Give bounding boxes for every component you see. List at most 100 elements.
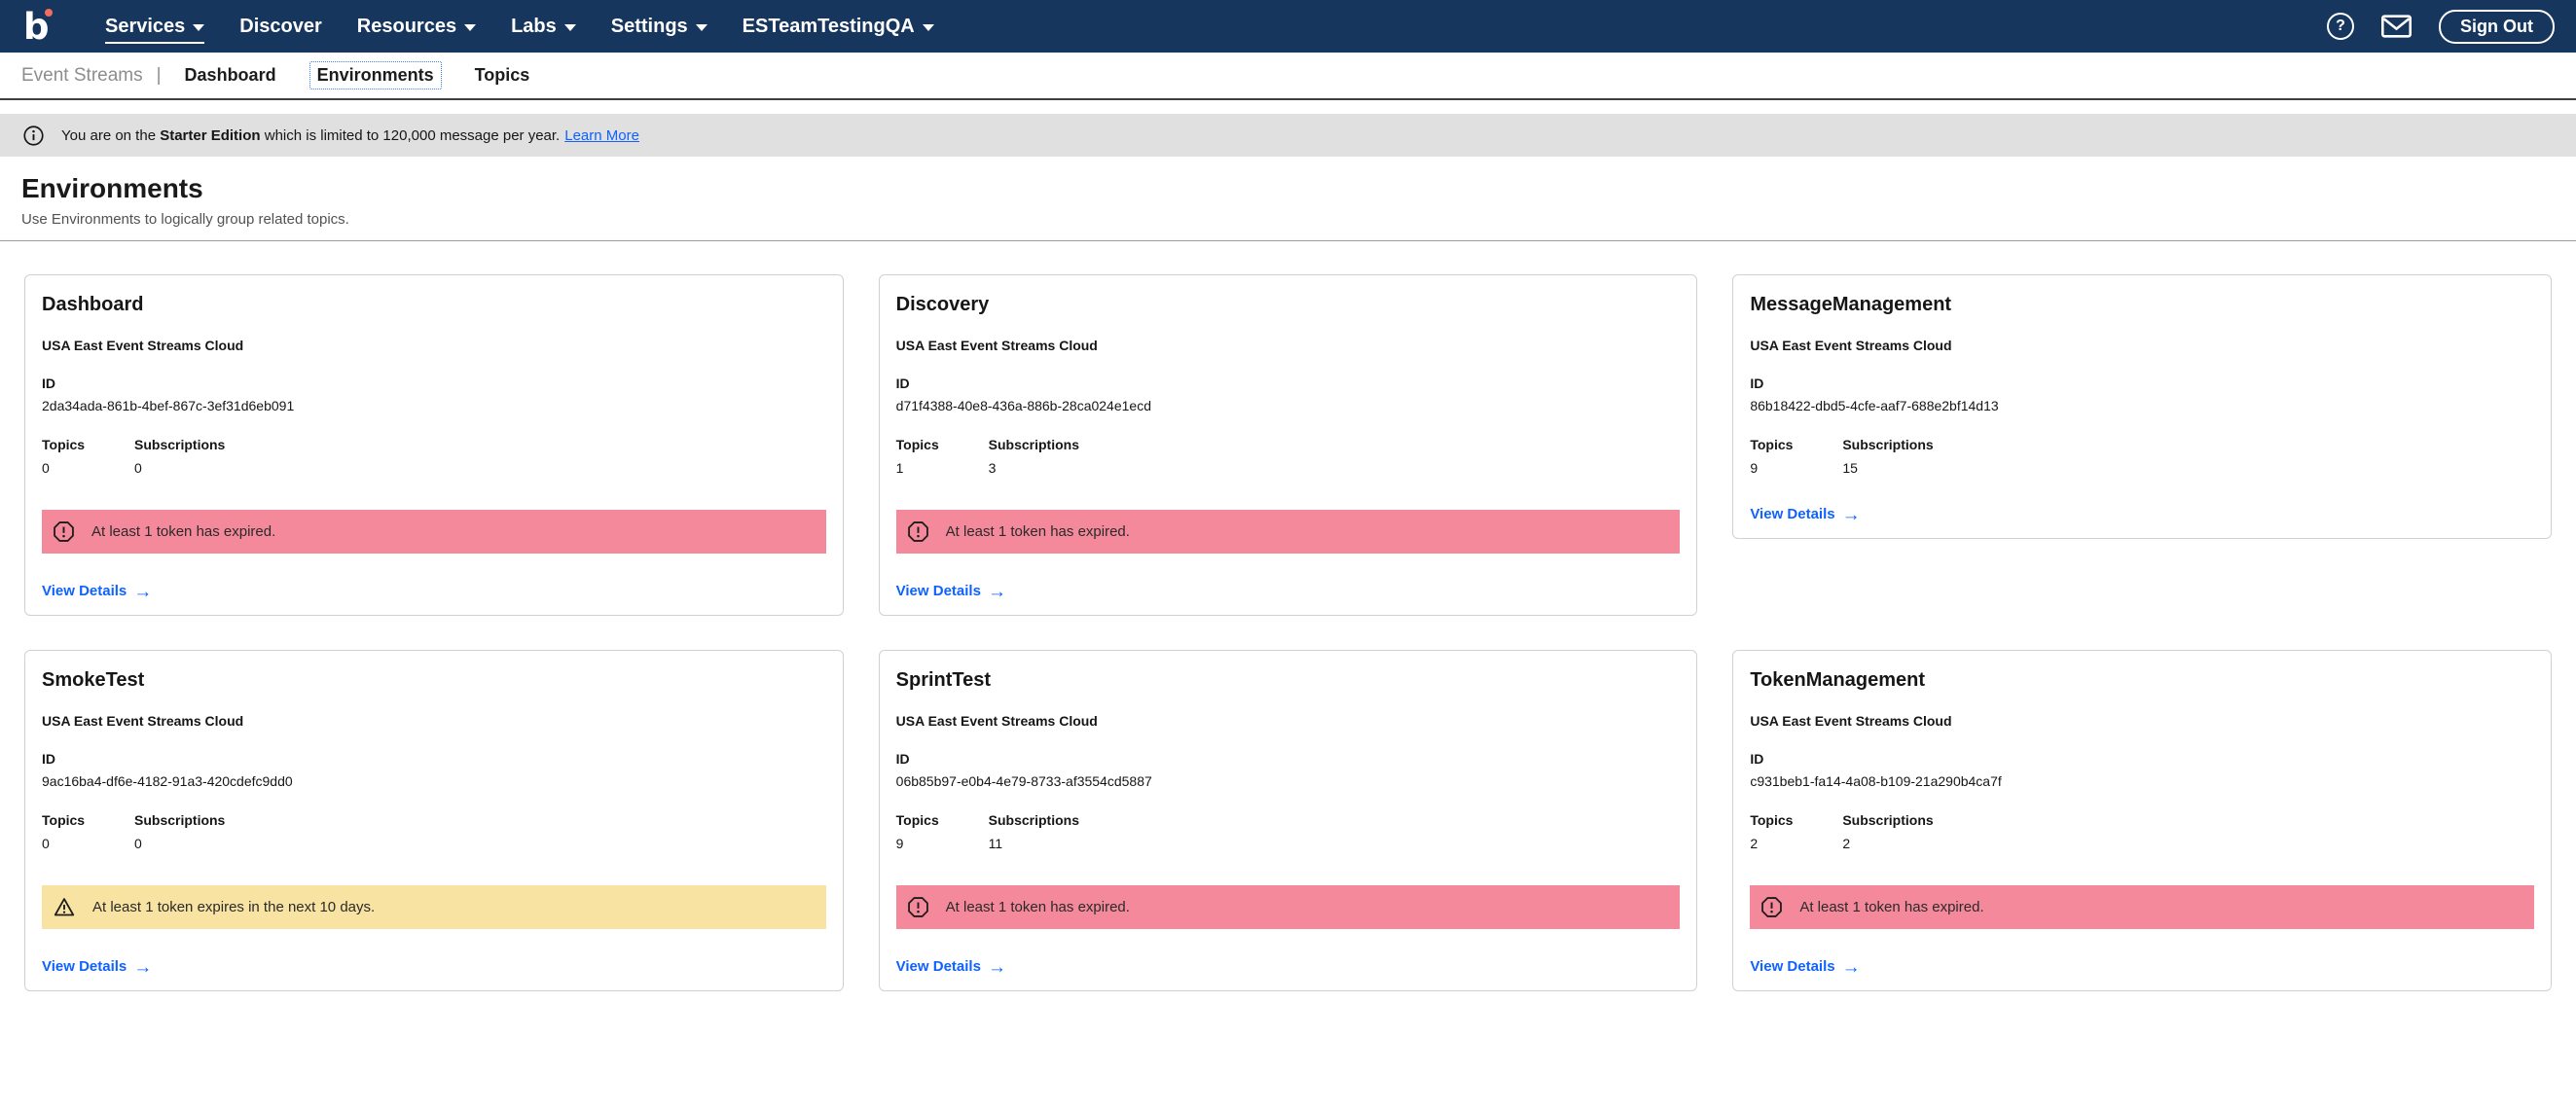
environments-grid: Dashboard USA East Event Streams Cloud I…: [0, 273, 2576, 991]
topics-label: Topics: [895, 812, 939, 829]
subscriptions-count: 15: [1842, 459, 1858, 476]
environment-name: Dashboard: [42, 293, 144, 315]
view-details-link[interactable]: View Details →: [42, 958, 152, 977]
page-title: Environments: [21, 173, 203, 203]
error-octagon-icon: [54, 520, 74, 542]
info-icon: [23, 125, 44, 146]
id-label: ID: [895, 375, 910, 391]
page-header: Environments Use Environments to logical…: [0, 157, 2576, 241]
nav-item-discover[interactable]: Discover: [239, 10, 322, 44]
environment-region: USA East Event Streams Cloud: [895, 337, 1098, 353]
notice-prefix: You are on the: [61, 126, 161, 144]
topics-count: 0: [42, 835, 50, 851]
notice-plan-name: Starter Edition: [160, 126, 261, 144]
id-label: ID: [42, 375, 55, 391]
metrics-row: Topics 0 Subscriptions 0: [42, 437, 826, 477]
topics-metric: Topics 1: [896, 437, 989, 477]
view-details-label: View Details: [42, 958, 127, 976]
subscriptions-count: 3: [988, 459, 997, 476]
subscriptions-count: 0: [134, 459, 142, 476]
arrow-right-icon: →: [133, 956, 153, 978]
subscriptions-metric: Subscriptions 11: [989, 812, 1079, 852]
topics-label: Topics: [42, 812, 86, 829]
subscriptions-metric: Subscriptions 3: [989, 437, 1079, 477]
mail-icon[interactable]: [2381, 15, 2412, 38]
error-octagon-icon: [1761, 896, 1783, 917]
environment-card-dashboard: Dashboard USA East Event Streams Cloud I…: [24, 273, 844, 616]
sign-out-button[interactable]: Sign Out: [2439, 9, 2555, 44]
view-details-link[interactable]: View Details →: [1750, 958, 1860, 977]
alert-text: At least 1 token expires in the next 10 …: [92, 898, 376, 915]
environment-name: SprintTest: [895, 668, 992, 691]
nav-item-resources[interactable]: Resources: [356, 10, 477, 44]
environment-card-discovery: Discovery USA East Event Streams Cloud I…: [878, 273, 1698, 616]
environment-name: Discovery: [895, 293, 990, 315]
subscriptions-count: 0: [134, 835, 142, 851]
topics-metric: Topics 0: [42, 812, 134, 852]
environment-region: USA East Event Streams Cloud: [895, 712, 1098, 729]
environment-card-tokenmanagement: TokenManagement USA East Event Streams C…: [1732, 649, 2552, 991]
view-details-link[interactable]: View Details →: [896, 958, 1006, 977]
caret-down-icon: [563, 23, 576, 31]
nav-item-label: Resources: [356, 15, 457, 37]
nav-item-settings[interactable]: Settings: [611, 10, 707, 44]
topics-count: 9: [1750, 459, 1759, 476]
id-value: 86b18422-dbd5-4cfe-aaf7-688e2bf14d13: [1750, 398, 1999, 414]
nav-item-label: Discover: [239, 15, 322, 37]
tab-topics[interactable]: Topics: [474, 65, 530, 85]
id-label: ID: [1750, 375, 1764, 391]
nav-item-account[interactable]: ESTeamTestingQA: [743, 10, 934, 44]
subscriptions-metric: Subscriptions 0: [134, 812, 225, 852]
subnav-separator: |: [156, 64, 162, 86]
topics-label: Topics: [42, 437, 86, 453]
view-details-link[interactable]: View Details →: [896, 583, 1006, 601]
topics-metric: Topics 9: [896, 812, 989, 852]
view-details-link[interactable]: View Details →: [42, 583, 152, 601]
caret-down-icon: [193, 23, 205, 31]
id-value: d71f4388-40e8-436a-886b-28ca024e1ecd: [895, 398, 1151, 414]
id-value: 2da34ada-861b-4bef-867c-3ef31d6eb091: [42, 398, 295, 414]
alert-text: At least 1 token has expired.: [945, 522, 1130, 540]
environment-region: USA East Event Streams Cloud: [1750, 337, 1952, 353]
learn-more-link[interactable]: Learn More: [564, 126, 639, 144]
view-details-link[interactable]: View Details →: [1750, 506, 1860, 524]
tab-dashboard[interactable]: Dashboard: [184, 65, 276, 85]
subscriptions-label: Subscriptions: [134, 812, 226, 829]
id-value: c931beb1-fa14-4a08-b109-21a290b4ca7f: [1750, 773, 2002, 790]
environment-card-sprinttest: SprintTest USA East Event Streams Cloud …: [878, 649, 1698, 991]
topics-label: Topics: [1750, 812, 1794, 829]
brand-logo[interactable]: b: [23, 8, 56, 45]
nav-item-label: Labs: [511, 15, 557, 37]
alert-text: At least 1 token has expired.: [91, 522, 276, 540]
caret-down-icon: [464, 23, 477, 31]
subscriptions-label: Subscriptions: [988, 812, 1080, 829]
arrow-right-icon: →: [987, 581, 1006, 602]
nav-item-labs[interactable]: Labs: [511, 10, 576, 44]
warning-triangle-icon: [54, 897, 75, 917]
help-icon[interactable]: ?: [2327, 13, 2354, 40]
id-label: ID: [42, 750, 55, 767]
id-label: ID: [1750, 750, 1764, 767]
nav-item-label: Settings: [610, 15, 688, 37]
top-navbar: b Services Discover Resources Labs Setti…: [0, 0, 2576, 53]
id-value: 9ac16ba4-df6e-4182-91a3-420cdefc9dd0: [42, 773, 293, 790]
topics-count: 0: [42, 459, 50, 476]
caret-down-icon: [695, 23, 707, 31]
help-icon-glyph: ?: [2327, 13, 2354, 40]
environment-region: USA East Event Streams Cloud: [1750, 712, 1952, 729]
alert-text: At least 1 token has expired.: [1799, 898, 1984, 915]
token-expired-alert: At least 1 token has expired.: [895, 509, 1681, 554]
subnav: Event Streams | Dashboard Environments T…: [0, 53, 2576, 100]
environment-card-smoketest: SmokeTest USA East Event Streams Cloud I…: [24, 649, 844, 991]
tab-environments[interactable]: Environments: [308, 61, 442, 90]
id-label: ID: [895, 750, 910, 767]
metrics-row: Topics 9 Subscriptions 11: [896, 812, 1681, 852]
brand-logo-dot-icon: [45, 8, 53, 17]
topics-count: 1: [895, 459, 904, 476]
error-octagon-icon: [907, 896, 928, 917]
topics-count: 9: [895, 835, 904, 851]
view-details-label: View Details: [895, 958, 981, 976]
arrow-right-icon: →: [1841, 504, 1861, 525]
nav-item-services[interactable]: Services: [105, 10, 205, 44]
topics-count: 2: [1750, 835, 1759, 851]
